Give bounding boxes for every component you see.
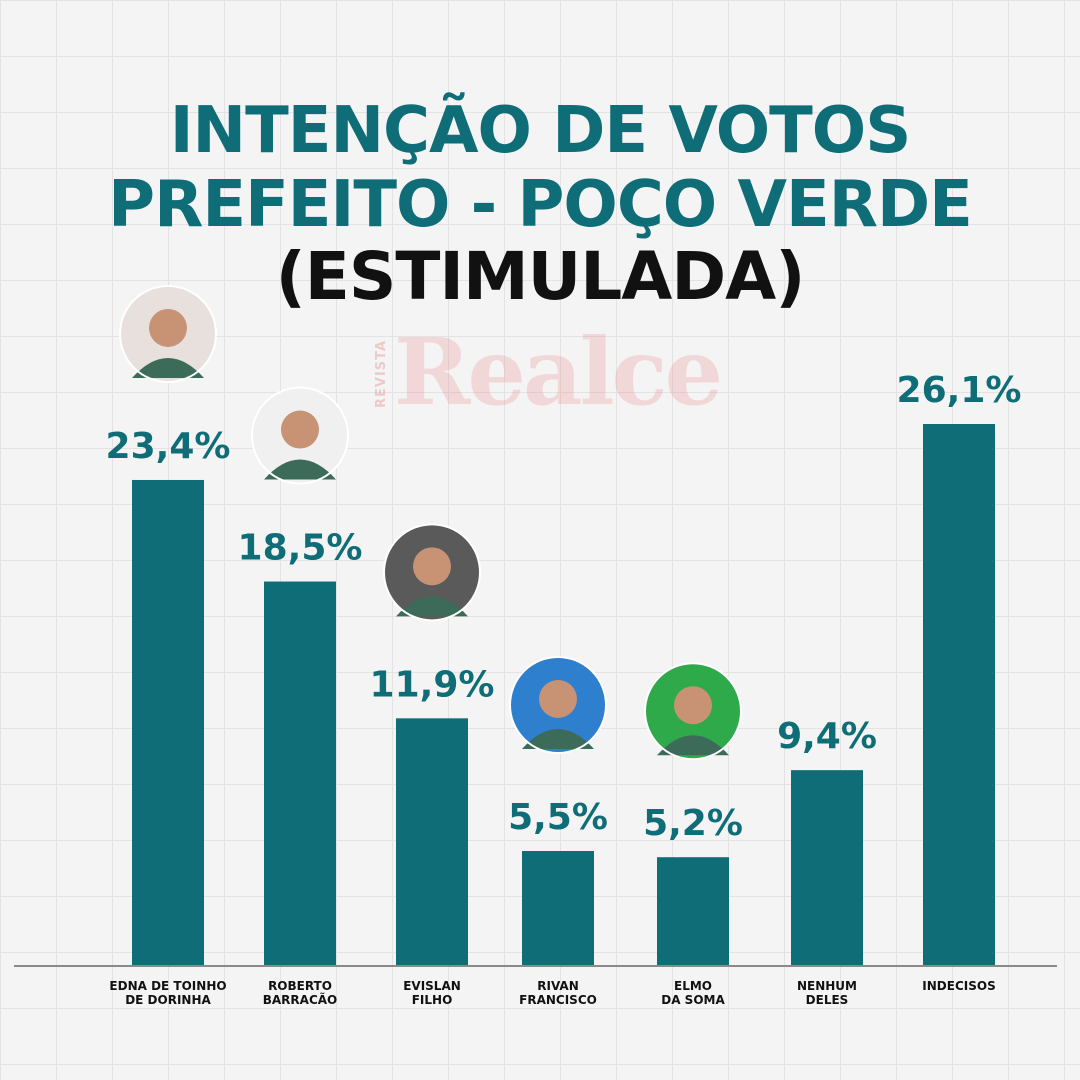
realce-watermark-logo: REVISTA Realce [372,318,723,432]
category-label: RIVAN [537,979,579,993]
category-label: INDECISOS [922,979,995,993]
category-label: NENHUM [797,979,857,993]
chart-title-line-2: PREFEITO - POÇO VERDE [108,168,973,242]
category-label: DELES [806,993,849,1007]
category-label: ELMO [674,979,712,993]
bar [522,850,594,965]
candidate-photo-icon [383,523,481,622]
candidate-photo-icon [644,662,742,761]
data-label: 26,1% [897,370,1022,411]
bar [396,718,468,965]
bar [657,857,729,965]
data-label: 11,9% [370,664,495,705]
data-label: 5,5% [508,797,608,838]
candidate-photo-icon [119,284,217,383]
chart-subtitle: (ESTIMULADA) [275,238,806,315]
candidate-photo-icon [251,386,349,485]
category-label: FILHO [412,993,453,1007]
bar [132,479,204,965]
candidate-photo-icon [509,655,607,754]
category-label: EDNA DE TOINHO [109,979,226,993]
category-label: EVISLAN [403,979,461,993]
data-label: 9,4% [777,716,877,757]
watermark-big-text: Realce [394,318,723,426]
bar [923,424,995,965]
category-label: BARRACÃO [263,992,338,1007]
category-label: DE DORINHA [125,993,211,1007]
category-label: FRANCISCO [519,993,597,1007]
data-label: 18,5% [238,528,363,569]
category-label: ROBERTO [268,979,332,993]
chart-title-line-1: INTENÇÃO DE VOTOS [169,94,912,168]
data-label: 23,4% [106,426,231,467]
data-label: 5,2% [643,803,743,844]
bar [791,770,863,965]
bar [264,581,336,965]
category-label: DA SOMA [661,993,725,1007]
